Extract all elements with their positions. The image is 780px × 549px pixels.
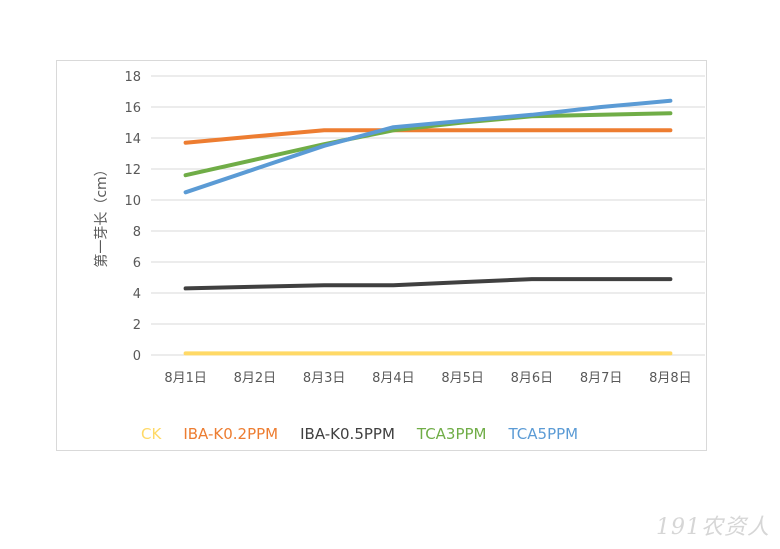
y-tick-labels: 0 2 4 6 8 10 12 14 16 18	[124, 70, 141, 364]
legend-entry: IBA-K0.5PPM	[300, 425, 395, 443]
series-line-tca3ppm	[183, 111, 673, 178]
legend: CK IBA-K0.2PPM IBA-K0.5PPM TCA3PPM TCA5PPM	[141, 425, 578, 443]
x-tick-label: 8月3日	[303, 371, 346, 386]
y-tick-label: 12	[124, 163, 141, 178]
y-tick-label: 0	[133, 349, 141, 364]
grid-lines	[151, 75, 705, 356]
line-chart: 0 2 4 6 8 10 12 14 16 18 8月1日 8月2日 8月3日 8月4日 8月5日 8月6日…	[93, 70, 705, 443]
x-tick-label: 8月5日	[441, 371, 484, 386]
x-tick-label: 8月1日	[164, 371, 207, 386]
legend-entry: TCA5PPM	[508, 425, 579, 443]
y-tick-label: 16	[124, 101, 141, 116]
x-tick-label: 8月7日	[580, 371, 623, 386]
series-lines	[183, 98, 673, 356]
x-tick-label: 8月4日	[372, 371, 415, 386]
legend-entry: TCA3PPM	[416, 425, 487, 443]
series-line-iba-k0-2ppm	[183, 128, 673, 145]
legend-entry: CK	[141, 425, 162, 443]
y-tick-label: 2	[133, 318, 141, 333]
y-tick-label: 14	[124, 132, 141, 147]
x-tick-label: 8月2日	[234, 371, 277, 386]
y-tick-label: 6	[133, 256, 141, 271]
x-tick-labels: 8月1日 8月2日 8月3日 8月4日 8月5日 8月6日 8月7日 8月8日	[164, 371, 691, 386]
x-tick-label: 8月6日	[511, 371, 554, 386]
x-tick-label: 8月8日	[649, 371, 692, 386]
y-tick-label: 10	[124, 194, 141, 209]
series-line-tca5ppm	[183, 98, 673, 195]
series-line-iba-k0-5ppm	[183, 277, 673, 291]
watermark-logo: 191农资人	[656, 515, 770, 540]
y-axis-label: 第一芽长（cm）	[93, 162, 110, 267]
y-tick-label: 4	[133, 287, 141, 302]
y-tick-label: 8	[133, 225, 141, 240]
chart-frame: 0 2 4 6 8 10 12 14 16 18 8月1日 8月2日 8月3日 8月4日 8月5日 8月6日…	[56, 60, 707, 451]
legend-entry: IBA-K0.2PPM	[183, 425, 278, 443]
y-tick-label: 18	[124, 70, 141, 85]
